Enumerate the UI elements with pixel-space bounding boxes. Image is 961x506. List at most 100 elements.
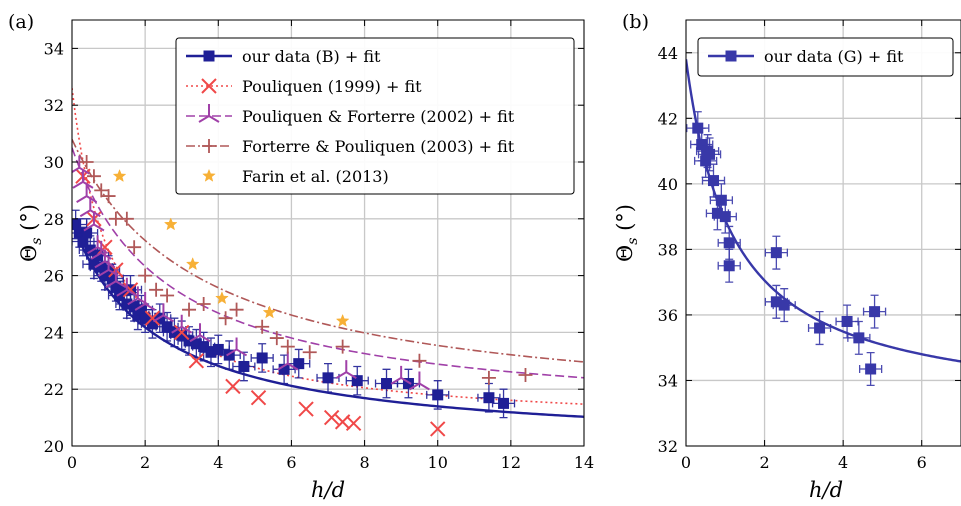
y-tick-label: 34: [658, 371, 678, 390]
data-point-0-27: [198, 341, 210, 353]
data-point-1-6: [174, 324, 190, 341]
data-point-2-15: [189, 323, 211, 343]
data-point-3-18: [335, 339, 350, 354]
data-point-2-8: [98, 257, 120, 277]
data-point-3-21: [518, 368, 533, 382]
data-point-0-13: [778, 299, 790, 311]
panel-b-label: (b): [622, 11, 649, 33]
panel-b-frame: [685, 19, 961, 447]
y-tick-label: 34: [44, 39, 64, 58]
data-point-0-39: [432, 389, 444, 401]
data-point-3-1: [86, 169, 101, 184]
data-point-2-4: [83, 212, 105, 232]
data-point-0-5: [708, 175, 719, 187]
panel-a-x-axis-label: h/d: [311, 478, 345, 502]
data-point-1-10: [298, 401, 314, 417]
panel-b-legend: our data (G) + fit: [697, 37, 954, 77]
data-point-1-13: [345, 415, 362, 431]
x-tick-label: 4: [838, 453, 848, 472]
legend-marker-4: [202, 168, 216, 182]
data-point-2-16: [226, 337, 248, 357]
legend-box: [175, 37, 575, 195]
data-point-2-1: [72, 169, 94, 189]
data-point-3-10: [182, 302, 197, 317]
data-point-0-38: [402, 378, 414, 390]
y-tick-label: 24: [44, 323, 64, 342]
x-tick-label: 2: [140, 453, 150, 472]
legend-label-3: Forterre & Pouliquen (2003) + fit: [242, 137, 515, 156]
data-point-3-7: [138, 268, 153, 283]
data-point-0-11: [770, 247, 782, 259]
data-point-2-7: [94, 249, 116, 269]
panel-a-label: (a): [8, 11, 34, 33]
data-point-1-5: [144, 310, 161, 326]
data-point-3-2: [94, 183, 109, 198]
y-tick-label: 36: [658, 306, 678, 325]
x-tick-label: 0: [681, 453, 691, 472]
legend-marker-1: [201, 78, 217, 94]
data-point-3-11: [196, 297, 211, 311]
data-point-4-0: [112, 169, 127, 183]
y-tick-label: 32: [44, 96, 64, 115]
data-point-3-12: [218, 311, 233, 326]
data-point-4-5: [335, 313, 350, 327]
y-tick-label: 44: [658, 44, 678, 63]
y-tick-label: 42: [658, 109, 678, 128]
data-point-0-34: [293, 358, 305, 370]
panel-b: (b) 0 2 4 6 32 34 36 38 40 42 44 h/d Θs (°) our da…: [613, 11, 961, 502]
data-point-0-15: [841, 315, 853, 327]
y-tick-label: 32: [658, 437, 678, 456]
x-tick-label: 10: [428, 453, 448, 472]
data-point-2-2: [76, 184, 98, 203]
data-point-0-35: [322, 372, 334, 384]
panel-b-data-points: [686, 111, 887, 387]
data-point-2-19: [390, 365, 412, 385]
fit-curve-2: [72, 147, 584, 379]
data-point-3-16: [280, 339, 295, 354]
data-point-3-3: [101, 189, 116, 204]
data-point-0-14: [814, 322, 826, 334]
data-point-0-36: [351, 375, 363, 387]
legend-marker-0: [725, 50, 737, 62]
data-point-3-6: [127, 240, 142, 255]
data-point-0-30: [223, 349, 235, 361]
data-point-3-20: [481, 370, 496, 385]
legend-label-4: Farin et al. (2013): [242, 167, 389, 186]
data-point-0-24: [176, 329, 188, 341]
data-point-3-13: [229, 302, 244, 317]
fit-curve-0: [686, 59, 961, 363]
data-point-2-0: [72, 155, 90, 175]
data-point-4-3: [215, 291, 229, 305]
legend-box: [697, 37, 954, 77]
data-point-4-1: [163, 217, 178, 231]
data-point-1-14: [430, 421, 446, 437]
panel-a-legend: our data (B) + fit Pouliquen (1999) + fit…: [175, 37, 575, 195]
data-point-2-6: [90, 240, 112, 260]
data-point-0-9: [723, 237, 735, 249]
data-point-2-17: [277, 351, 299, 371]
x-tick-label: 8: [359, 453, 369, 472]
x-tick-label: 2: [759, 453, 769, 472]
y-tick-label: 28: [44, 210, 64, 229]
x-tick-label: 4: [213, 453, 223, 472]
data-point-2-5: [87, 235, 109, 255]
data-point-2-10: [116, 277, 138, 297]
data-point-3-15: [269, 331, 284, 346]
legend-label-2: Pouliquen & Forterre (2002) + fit: [242, 107, 515, 126]
legend-label-0: our data (G) + fit: [764, 47, 904, 66]
data-point-1-7: [188, 353, 205, 369]
data-point-2-9: [105, 269, 127, 289]
data-point-1-8: [225, 378, 241, 395]
y-tick-label: 26: [44, 267, 64, 286]
data-point-0-37: [381, 378, 393, 390]
data-point-0-32: [256, 352, 268, 364]
panel-b-ticks: 0 2 4 6 32 34 36 38 40 42 44: [658, 20, 961, 472]
x-tick-label: 0: [67, 453, 77, 472]
y-tick-label: 40: [658, 175, 678, 194]
data-point-3-8: [149, 282, 164, 297]
data-point-0-40: [483, 392, 495, 404]
data-point-4-2: [185, 257, 200, 271]
